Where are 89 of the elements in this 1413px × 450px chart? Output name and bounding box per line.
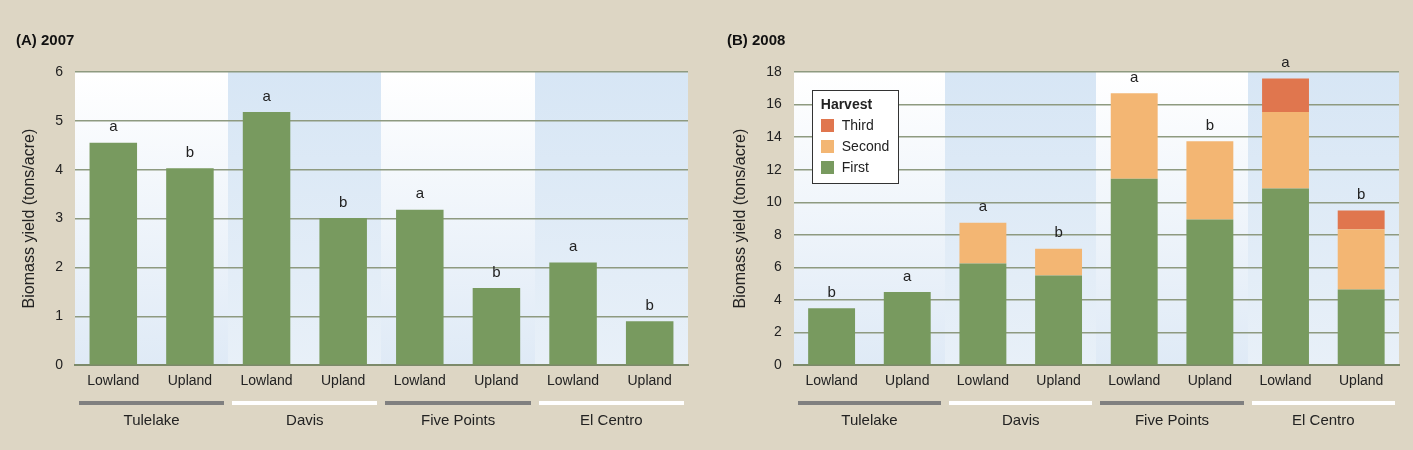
text: Five Points	[1133, 411, 1211, 429]
x-tick-label: Lowland	[393, 372, 446, 389]
text: a	[903, 266, 912, 284]
chart-title: (A) 2007	[16, 31, 75, 49]
bar	[959, 263, 1007, 365]
legend-label: First	[841, 158, 869, 177]
x-tick-label: Lowland	[805, 372, 858, 389]
y-axis-title: Biomass yield (tons/acre)	[20, 128, 38, 309]
text: a	[978, 197, 988, 215]
bar	[1186, 219, 1234, 365]
bar	[808, 308, 856, 365]
y-tick-label: 12	[766, 160, 782, 177]
x-tick-label: Lowland	[546, 372, 600, 389]
x-tick-label: Lowland	[1108, 372, 1161, 389]
y-tick-label: 16	[766, 95, 782, 112]
y-tick-label: 2	[55, 258, 64, 275]
text: b	[827, 282, 836, 300]
bar	[625, 321, 674, 365]
bar	[472, 287, 521, 365]
y-tick-label: 5	[55, 111, 64, 128]
x-tick-label: Upland	[1036, 372, 1081, 389]
text: Davis	[1000, 411, 1041, 429]
bar	[1262, 111, 1309, 189]
y-tick-label: 4	[55, 160, 64, 177]
data-label: a	[415, 184, 425, 202]
legend-label: Second	[841, 137, 890, 156]
x-tick-label: Lowland	[956, 372, 1009, 389]
bar	[166, 168, 214, 365]
text: El Centro	[1291, 411, 1356, 429]
bar	[89, 142, 138, 365]
y-tick-label: 6	[773, 258, 782, 275]
y-tick-label: 3	[55, 209, 64, 226]
bar	[1262, 78, 1309, 112]
text: a	[1281, 53, 1290, 71]
text: Tulelake	[122, 411, 181, 429]
y-tick-label: 14	[766, 128, 782, 145]
data-label: a	[109, 117, 119, 135]
text: b	[1357, 185, 1366, 203]
data-label: a	[262, 86, 272, 104]
y-tick-label: 6	[55, 62, 64, 79]
data-label: b	[185, 142, 195, 160]
y-tick-label: 0	[773, 356, 782, 373]
bar	[1035, 248, 1083, 276]
text: Davis	[285, 411, 325, 429]
bar	[1110, 178, 1158, 365]
x-tick-label: Lowland	[87, 372, 140, 389]
y-tick-label: 0	[55, 356, 64, 373]
y-tick-label: 1	[55, 307, 64, 324]
text: El Centro	[579, 411, 644, 429]
bar	[549, 262, 597, 365]
bar	[1186, 141, 1234, 220]
chart-title: (B) 2008	[727, 31, 786, 49]
bar	[1035, 275, 1083, 365]
x-tick-label: Upland	[627, 372, 672, 389]
bar	[319, 218, 367, 365]
legend-title: Harvest	[820, 96, 874, 112]
text: Tulelake	[840, 411, 899, 429]
y-tick-label: 18	[766, 62, 782, 79]
bar	[883, 291, 931, 365]
bar	[959, 222, 1007, 264]
x-tick-label: Upland	[474, 372, 519, 389]
x-tick-label: Upland	[167, 372, 213, 389]
x-tick-label: Lowland	[240, 372, 293, 389]
data-label: b	[492, 262, 501, 280]
bar	[1337, 229, 1385, 290]
x-tick-label: Upland	[320, 372, 366, 389]
text: b	[1205, 115, 1215, 133]
bar	[1262, 188, 1309, 365]
bar	[1337, 210, 1385, 230]
y-tick-label: 10	[766, 193, 782, 210]
bar	[396, 209, 444, 365]
data-label: b	[339, 192, 348, 210]
legend-label: Third	[841, 116, 874, 135]
text: Five Points	[420, 411, 497, 429]
text: a	[1130, 67, 1139, 85]
bar	[1337, 289, 1385, 365]
x-tick-label: Upland	[885, 372, 930, 389]
bar	[242, 112, 291, 365]
y-tick-label: 2	[773, 323, 782, 340]
y-tick-label: 8	[773, 225, 782, 242]
data-label: b	[645, 295, 654, 313]
x-tick-label: Upland	[1187, 372, 1233, 389]
y-tick-label: 4	[773, 290, 782, 307]
y-axis-title: Biomass yield (tons/acre)	[731, 128, 749, 309]
text: b	[1054, 223, 1063, 241]
x-tick-label: Upland	[1338, 372, 1384, 389]
bar	[1110, 93, 1158, 179]
x-tick-label: Lowland	[1259, 372, 1312, 389]
data-label: a	[568, 237, 578, 255]
